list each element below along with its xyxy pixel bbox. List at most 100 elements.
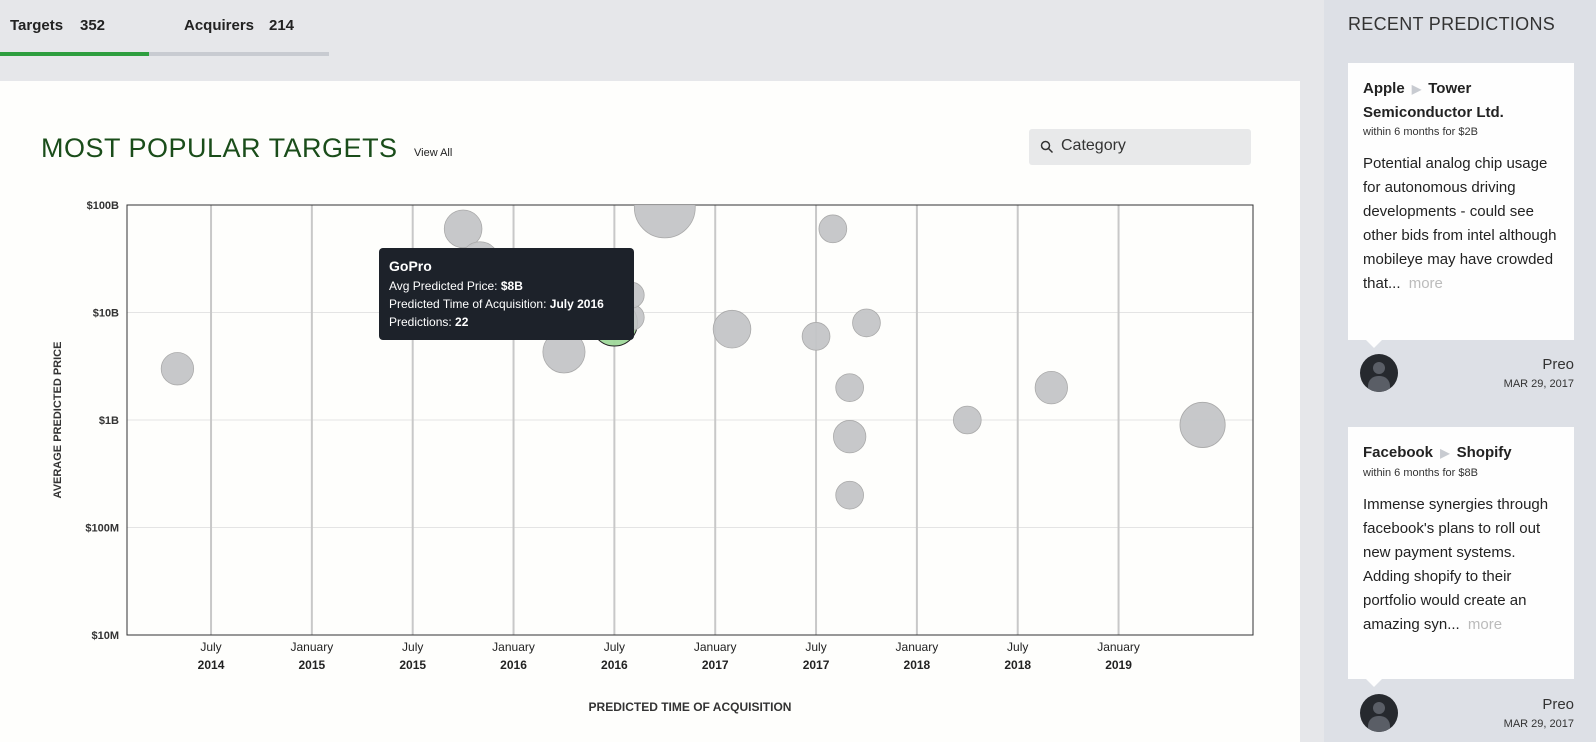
- tab-acquirers[interactable]: Acquirers 214: [149, 0, 329, 56]
- x-tick-year: 2017: [803, 658, 830, 672]
- avatar[interactable]: [1360, 354, 1398, 392]
- x-tick-month: January: [291, 640, 334, 654]
- x-tick-year: 2016: [601, 658, 628, 672]
- tooltip-time-label: Predicted Time of Acquisition:: [389, 297, 547, 311]
- bubble[interactable]: [633, 177, 696, 239]
- prediction-text: Potential analog chip usage for autonomo…: [1363, 155, 1557, 292]
- y-tick-label: $1B: [99, 415, 119, 427]
- author-name[interactable]: Preo: [1542, 696, 1574, 713]
- tooltip-title: GoPro: [389, 258, 432, 274]
- category-search-input[interactable]: Category: [1029, 129, 1251, 165]
- x-tick-label: January 2015: [291, 640, 334, 672]
- tooltip-time-row: Predicted Time of Acquisition: July 2016: [389, 295, 624, 313]
- tooltip-price-label: Avg Predicted Price:: [389, 279, 498, 293]
- arrow-right-icon: ▶: [1440, 446, 1450, 460]
- x-tick-year: 2016: [500, 658, 527, 672]
- tooltip-time-value: July 2016: [549, 297, 604, 311]
- more-link[interactable]: more: [1467, 616, 1503, 633]
- x-tick-month: January: [694, 640, 737, 654]
- search-icon: [1040, 140, 1054, 154]
- x-tick-year: 2014: [198, 658, 225, 672]
- x-tick-year: 2015: [299, 658, 326, 672]
- bubble[interactable]: [818, 214, 848, 244]
- x-tick-year: 2019: [1105, 658, 1132, 672]
- main-panel: $100B $10B $1B $100M $10M July 2014 January 201…: [0, 81, 1300, 742]
- tab-acquirers-count: 214: [269, 17, 295, 34]
- target-name: Tower Semiconductor Ltd.: [1363, 80, 1504, 121]
- prediction-meta: within 6 months for $2B: [1363, 126, 1478, 138]
- bubble[interactable]: [835, 480, 864, 510]
- prediction-date: MAR 29, 2017: [1503, 378, 1574, 390]
- bubble[interactable]: [1179, 401, 1226, 448]
- tooltip-predictions-label: Predictions:: [389, 315, 452, 329]
- x-tick-month: July: [1007, 640, 1028, 654]
- x-tick-month: January: [1097, 640, 1140, 654]
- x-tick-month: January: [896, 640, 939, 654]
- chart-grid: [127, 204, 1253, 636]
- prediction-meta: within 6 months for $8B: [1363, 467, 1478, 479]
- arrow-right-icon: ▶: [1411, 82, 1422, 96]
- bubble[interactable]: [443, 209, 483, 249]
- tooltip-price-value: $8B: [500, 279, 523, 293]
- prediction-card[interactable]: Facebook ▶ Shopify within 6 months for $…: [1348, 427, 1574, 687]
- tab-acquirers-label: Acquirers: [184, 17, 255, 34]
- sidebar-title: RECENT PREDICTIONS: [1348, 14, 1556, 34]
- bubble[interactable]: [835, 373, 864, 402]
- y-axis-ticks: $100B $10B $1B $100M $10M: [85, 200, 119, 642]
- y-tick-label: $100M: [85, 523, 119, 535]
- x-tick-label: January 2019: [1097, 640, 1140, 672]
- tab-acquirers-underline: [149, 52, 329, 56]
- tooltip-predictions-row: Predictions: 22: [389, 313, 624, 331]
- x-tick-label: January 2017: [694, 640, 737, 672]
- x-tick-label: July 2015: [399, 640, 426, 672]
- avatar[interactable]: [1360, 694, 1398, 732]
- tab-targets-count: 352: [80, 17, 106, 34]
- x-tick-label: July 2018: [1004, 640, 1031, 672]
- tab-targets[interactable]: Targets 352: [0, 0, 149, 56]
- x-tick-month: July: [805, 640, 826, 654]
- y-axis-label: AVERAGE PREDICTED PRICE: [52, 342, 64, 499]
- tooltip-predictions-value: 22: [455, 315, 469, 329]
- bubble[interactable]: [801, 322, 831, 351]
- x-tick-month: July: [402, 640, 423, 654]
- bubble-chart: $100B $10B $1B $100M $10M July 2014 January 201…: [52, 177, 1254, 714]
- category-placeholder: Category: [1061, 137, 1126, 154]
- prediction-card[interactable]: Apple ▶ Tower Semiconductor Ltd. within …: [1348, 63, 1574, 348]
- x-tick-label: July 2017: [803, 640, 830, 672]
- bubble-tooltip: GoPro Avg Predicted Price: $8B Predicted…: [379, 248, 634, 340]
- tab-bar: Targets 352 Acquirers 214: [0, 0, 330, 56]
- prediction-date: MAR 29, 2017: [1503, 718, 1574, 730]
- bubble[interactable]: [1034, 371, 1068, 405]
- y-tick-label: $10M: [91, 630, 119, 642]
- x-tick-year: 2017: [702, 658, 729, 672]
- x-tick-month: January: [492, 640, 535, 654]
- prediction-author: Preo MAR 29, 2017: [1348, 694, 1574, 740]
- prediction-body: Immense synergies through facebook's pla…: [1363, 493, 1559, 637]
- prediction-body: Potential analog chip usage for autonomo…: [1363, 152, 1559, 296]
- tab-targets-underline: [0, 52, 149, 56]
- x-axis-label: PREDICTED TIME OF ACQUISITION: [589, 700, 792, 714]
- x-tick-month: July: [200, 640, 221, 654]
- x-tick-label: July 2016: [601, 640, 628, 672]
- x-tick-label: January 2018: [896, 640, 939, 672]
- bubble[interactable]: [160, 352, 195, 386]
- prediction-pair: Apple ▶ Tower Semiconductor Ltd.: [1363, 77, 1559, 124]
- tab-targets-label: Targets: [10, 17, 64, 34]
- page-title: MOST POPULAR TARGETS: [41, 133, 398, 163]
- target-name: Shopify: [1456, 444, 1512, 461]
- x-tick-year: 2015: [399, 658, 426, 672]
- bubble[interactable]: [852, 308, 881, 338]
- tooltip-price-row: Avg Predicted Price: $8B: [389, 277, 624, 295]
- y-tick-label: $10B: [93, 308, 119, 320]
- author-name[interactable]: Preo: [1542, 356, 1574, 373]
- bubble[interactable]: [952, 405, 982, 435]
- sidebar-recent-predictions: RECENT PREDICTIONS Apple ▶ Tower Semicon…: [1324, 0, 1596, 742]
- prediction-pair: Facebook ▶ Shopify: [1363, 441, 1559, 465]
- prediction-author: Preo MAR 29, 2017: [1348, 354, 1574, 400]
- bubble[interactable]: [833, 420, 867, 454]
- bubble[interactable]: [712, 309, 752, 349]
- acquirer-name: Facebook: [1363, 444, 1434, 461]
- view-all-link[interactable]: View All: [414, 147, 453, 159]
- more-link[interactable]: more: [1408, 275, 1443, 292]
- x-tick-label: January 2016: [492, 640, 535, 672]
